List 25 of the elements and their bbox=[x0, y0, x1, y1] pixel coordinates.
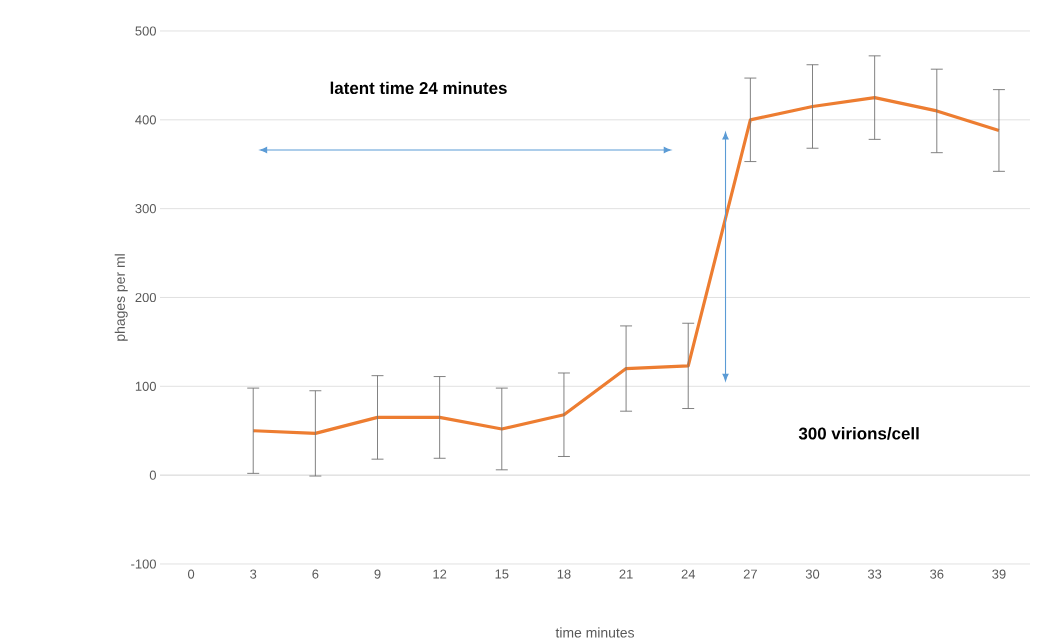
annotation: latent time 24 minutes bbox=[330, 81, 507, 95]
x-tick-label: 15 bbox=[495, 569, 509, 579]
y-tick-label: 400 bbox=[135, 115, 156, 125]
y-tick-label: 200 bbox=[135, 292, 156, 303]
x-tick-label: 27 bbox=[743, 569, 757, 579]
x-tick-label: 0 bbox=[187, 569, 195, 579]
x-tick-label: 9 bbox=[374, 569, 381, 579]
annotation: 300 virions/cell bbox=[798, 427, 919, 440]
x-tick-label: 30 bbox=[805, 569, 820, 579]
y-tick-label: 300 bbox=[135, 204, 156, 214]
y-tick-label: 500 bbox=[135, 26, 156, 36]
x-tick-label: 21 bbox=[619, 569, 633, 579]
y-tick-label: 0 bbox=[149, 470, 156, 480]
x-tick-label: 12 bbox=[433, 569, 447, 579]
y-tick-label: 100 bbox=[135, 381, 156, 391]
y-tick-label: -100 bbox=[131, 559, 156, 569]
x-tick-label: 18 bbox=[557, 569, 571, 579]
x-axis-title: time minutes bbox=[555, 627, 635, 638]
x-tick-label: 24 bbox=[681, 569, 696, 579]
x-tick-label: 33 bbox=[867, 569, 882, 579]
x-tick-label: 6 bbox=[312, 569, 319, 579]
x-tick-label: 36 bbox=[930, 569, 944, 579]
x-tick-label: 3 bbox=[250, 569, 257, 579]
y-axis-title: phages per ml bbox=[114, 254, 128, 341]
x-tick-label: 39 bbox=[992, 569, 1006, 579]
